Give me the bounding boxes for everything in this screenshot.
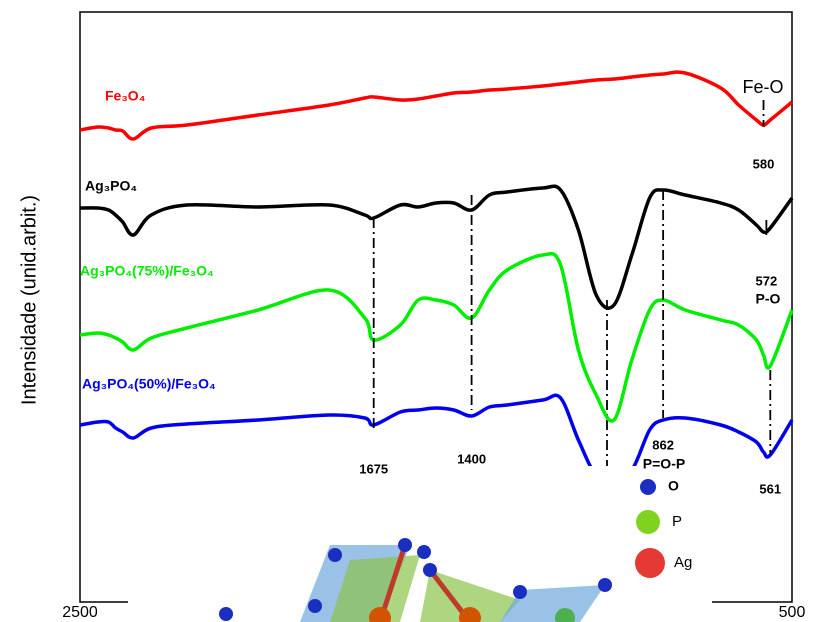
peak-label: 572 (756, 273, 778, 288)
atom (398, 538, 412, 552)
series-label: Ag₃PO₄(75%)/Fe₃O₄ (80, 263, 214, 279)
chart: Intensidade (unid.arbit.) 2500 500 O P Ag… (0, 0, 815, 622)
inset-legend-label: O (668, 478, 679, 494)
x-tick-label: 500 (779, 604, 806, 621)
atom (328, 548, 342, 562)
inset-image: O P Ag (128, 466, 712, 622)
legend-atom (636, 510, 660, 534)
atom (219, 607, 233, 621)
spectrum-line (80, 186, 792, 308)
y-axis-label: Intensidade (unid.arbit.) (18, 195, 40, 405)
inset-legend-label: Ag (674, 554, 692, 571)
series-label: Ag₃PO₄ (85, 178, 137, 194)
band-label: P-O (756, 291, 781, 307)
peak-label: 1675 (359, 461, 388, 476)
spectrum-line (80, 254, 792, 421)
inset-background (128, 466, 712, 622)
atom (308, 599, 322, 613)
legend-atom (640, 479, 656, 495)
atom (513, 585, 527, 599)
series-label: Fe₃O₄ (105, 88, 145, 104)
peak-label: 580 (753, 156, 775, 171)
band-label: Fe-O (742, 77, 783, 97)
atom (417, 545, 431, 559)
peak-label: 1400 (457, 451, 486, 466)
x-tick-label: 2500 (62, 604, 98, 621)
peak-label: 561 (759, 481, 781, 496)
legend-atom (635, 548, 665, 578)
band-label: P=O-P (643, 456, 685, 472)
atom (423, 563, 437, 577)
series-label: Ag₃PO₄(50%)/Fe₃O₄ (82, 376, 216, 392)
spectrum-line (80, 72, 792, 139)
atom (598, 578, 612, 592)
peak-label: 862 (652, 437, 674, 452)
inset-legend-label: P (672, 513, 682, 530)
